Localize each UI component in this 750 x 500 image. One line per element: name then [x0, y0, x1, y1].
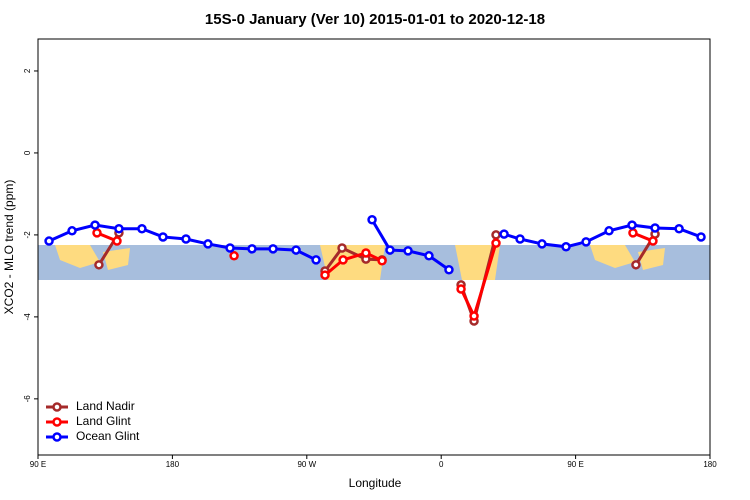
data-point	[112, 236, 122, 246]
data-point	[491, 230, 501, 240]
data-point	[561, 242, 571, 252]
y-axis-label: XCO2 - MLO trend (ppm)	[2, 180, 16, 315]
data-point	[491, 238, 501, 248]
y-tick-label: -4	[23, 313, 32, 321]
data-point	[44, 236, 54, 246]
data-point	[203, 239, 213, 249]
data-point	[469, 311, 479, 321]
data-point	[537, 239, 547, 249]
data-point	[385, 245, 395, 255]
data-point	[361, 248, 371, 258]
legend-marker	[52, 432, 62, 442]
data-point	[627, 220, 637, 230]
land	[590, 245, 635, 268]
data-point	[444, 264, 454, 275]
data-point	[648, 236, 658, 246]
data-point	[320, 270, 330, 280]
data-point	[337, 243, 347, 253]
plot-frame	[37, 38, 711, 456]
data-point	[456, 284, 466, 294]
data-point	[225, 243, 235, 253]
data-point	[628, 228, 638, 238]
data-point	[367, 214, 377, 225]
data-point	[581, 237, 591, 247]
data-point	[94, 260, 104, 270]
land	[55, 245, 100, 268]
data-point	[674, 224, 684, 234]
data-point	[181, 234, 191, 244]
x-tick-label: 90 E	[567, 460, 583, 469]
legend-marker	[52, 402, 62, 412]
data-point	[424, 251, 434, 261]
x-tick-label: 180	[703, 460, 717, 469]
data-point	[377, 255, 387, 266]
y-tick-label: -6	[23, 395, 32, 403]
x-axis-label: Longitude	[349, 476, 402, 490]
y-tick-label: 2	[23, 68, 32, 73]
chart-title: 15S-0 January (Ver 10) 2015-01-01 to 202…	[205, 11, 545, 28]
x-tick-label: 90 E	[30, 460, 46, 469]
data-point	[67, 226, 77, 236]
data-point	[247, 244, 257, 254]
legend-label: Land Nadir	[76, 399, 135, 413]
x-tick-label: 90 W	[297, 460, 316, 469]
data-point	[338, 255, 348, 265]
data-point	[696, 232, 706, 242]
data-point	[158, 232, 168, 242]
data-point	[268, 244, 278, 254]
data-point	[650, 223, 660, 233]
data-point	[499, 229, 509, 239]
data-point	[311, 255, 321, 265]
data-point	[291, 245, 301, 255]
data-point	[114, 224, 124, 234]
legend-marker	[52, 417, 62, 427]
data-point	[403, 246, 413, 256]
data-point	[631, 260, 641, 270]
y-tick-label: -2	[23, 231, 32, 239]
land	[103, 248, 130, 270]
land	[638, 248, 665, 270]
data-point	[137, 224, 147, 234]
data-point	[604, 226, 614, 236]
data-point	[90, 220, 100, 230]
x-tick-label: 0	[439, 460, 444, 469]
legend-label: Ocean Glint	[76, 429, 140, 443]
series-line	[96, 231, 654, 321]
legend-label: Land Glint	[76, 414, 131, 428]
data-point	[92, 228, 102, 238]
data-point	[515, 234, 525, 244]
y-tick-label: 0	[23, 150, 32, 155]
map-band	[38, 245, 710, 280]
series-line	[97, 232, 657, 327]
data-point	[229, 251, 239, 261]
x-tick-label: 180	[166, 460, 180, 469]
